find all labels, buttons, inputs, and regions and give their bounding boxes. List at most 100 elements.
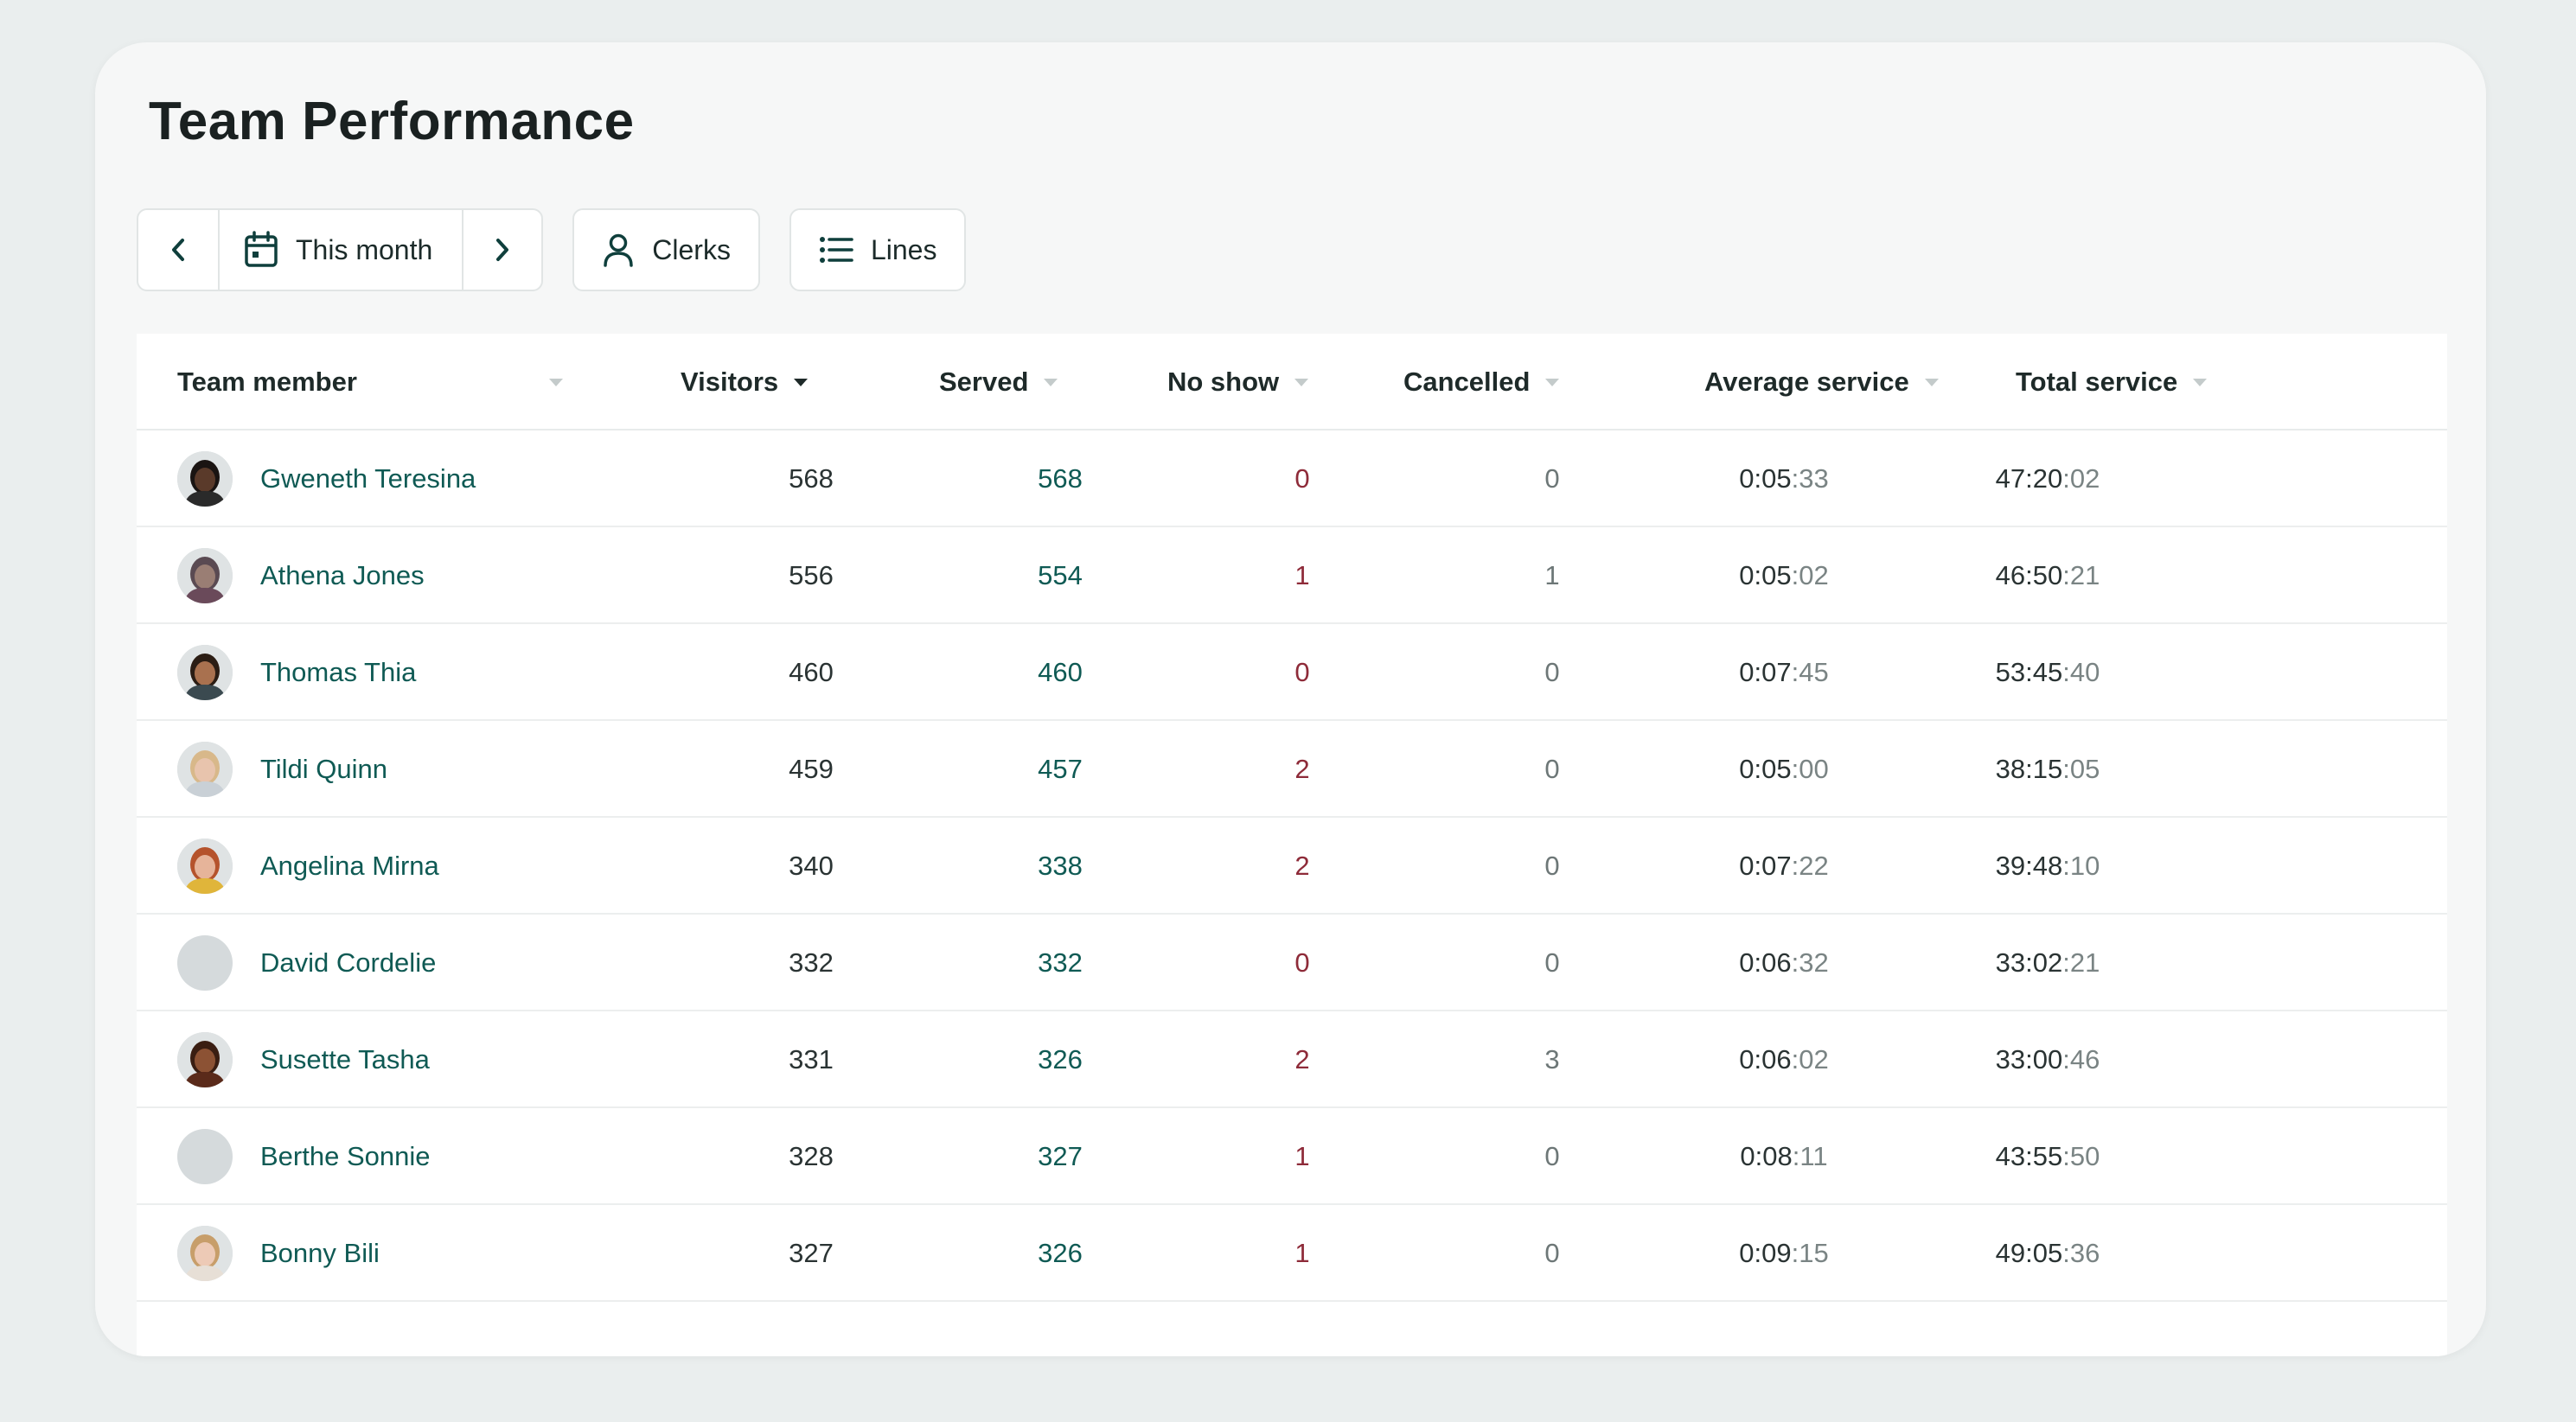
total-service-value: 39:48:10 [1931, 818, 2164, 915]
average-service-main: 0:09 [1739, 1238, 1792, 1268]
chevron-left-icon [169, 237, 188, 263]
team-member-name[interactable]: Angelina Mirna [260, 851, 439, 881]
lines-button[interactable]: Lines [791, 210, 965, 290]
avatar [177, 451, 233, 507]
cancelled-value: 3 [1544, 1044, 1560, 1074]
average-service-seconds: :02 [1791, 1044, 1829, 1074]
table-row[interactable]: Tildi Quinn 459 457 2 0 0:05:00 38:15:05 [137, 721, 2447, 818]
average-service-value: 0:06:02 [1667, 1011, 1901, 1108]
total-service-seconds: :40 [2062, 657, 2100, 687]
average-service-main: 0:07 [1739, 851, 1792, 881]
table-row[interactable]: Angelina Mirna 340 338 2 0 0:07:22 39:48:10 [137, 818, 2447, 915]
total-service-value: 43:55:50 [1931, 1108, 2164, 1205]
cancelled-value: 0 [1544, 851, 1560, 881]
total-service-main: 53:45 [1995, 657, 2063, 687]
cancelled-value: 0 [1544, 657, 1560, 687]
visitors-value: 460 [789, 657, 834, 687]
visitors-value: 328 [789, 1141, 834, 1171]
team-member-name[interactable]: Athena Jones [260, 560, 425, 590]
no-show-value: 0 [1294, 947, 1310, 978]
average-service-value: 0:05:33 [1667, 430, 1901, 527]
total-service-main: 39:48 [1995, 851, 2063, 881]
table-row[interactable]: Susette Tasha 331 326 2 3 0:06:02 33:00:46 [137, 1011, 2447, 1108]
sort-caret-icon [1924, 378, 1939, 386]
date-range-label: This month [296, 233, 433, 265]
column-header-total-service[interactable]: Total service [2016, 334, 2208, 430]
clerks-label: Clerks [652, 233, 731, 265]
performance-table: Team member Visitors Served No show Canc… [137, 334, 2447, 1356]
team-member-name[interactable]: David Cordelie [260, 947, 437, 978]
cancelled-value: 0 [1544, 1238, 1560, 1268]
person-icon [602, 233, 635, 267]
visitors-value: 327 [789, 1238, 834, 1268]
next-period-button[interactable] [462, 210, 541, 290]
team-member-name[interactable]: Gweneth Teresina [260, 463, 476, 494]
served-value: 327 [1038, 1141, 1083, 1171]
column-label: Cancelled [1403, 367, 1531, 397]
cancelled-value: 0 [1544, 947, 1560, 978]
total-service-seconds: :10 [2062, 851, 2100, 881]
list-icon [819, 235, 853, 265]
sort-caret-icon [794, 378, 809, 386]
average-service-seconds: :15 [1791, 1238, 1829, 1268]
column-header-average-service[interactable]: Average service [1704, 334, 1939, 430]
total-service-main: 43:55 [1995, 1141, 2063, 1171]
column-label: Total service [2016, 367, 2178, 397]
served-value: 332 [1038, 947, 1083, 978]
table-row[interactable]: Berthe Sonnie 328 327 1 0 0:08:11 43:55:50 [137, 1108, 2447, 1205]
column-header-team-member[interactable]: Team member [177, 334, 563, 430]
calendar-icon [244, 231, 278, 269]
column-label: Served [939, 367, 1029, 397]
table-row[interactable]: Gweneth Teresina 568 568 0 0 0:05:33 47:20:02 [137, 430, 2447, 527]
team-member-name[interactable]: Susette Tasha [260, 1044, 430, 1074]
table-row[interactable]: Thomas Thia 460 460 0 0 0:07:45 53:45:40 [137, 624, 2447, 721]
total-service-main: 38:15 [1995, 754, 2063, 784]
column-label: Average service [1704, 367, 1909, 397]
average-service-main: 0:05 [1739, 754, 1792, 784]
sort-caret-icon [1294, 378, 1309, 386]
average-service-value: 0:09:15 [1667, 1205, 1901, 1302]
sort-caret-icon [1044, 378, 1058, 386]
table-row[interactable]: Athena Jones 556 554 1 1 0:05:02 46:50:21 [137, 527, 2447, 624]
total-service-value: 46:50:21 [1931, 527, 2164, 624]
average-service-seconds: :00 [1791, 754, 1829, 784]
no-show-value: 2 [1294, 754, 1310, 784]
avatar [177, 742, 233, 797]
average-service-value: 0:07:22 [1667, 818, 1901, 915]
column-header-cancelled[interactable]: Cancelled [1403, 334, 1560, 430]
visitors-value: 331 [789, 1044, 834, 1074]
average-service-value: 0:06:32 [1667, 915, 1901, 1011]
served-value: 568 [1038, 463, 1083, 494]
table-row[interactable]: David Cordelie 332 332 0 0 0:06:32 33:02:21 [137, 915, 2447, 1011]
total-service-main: 33:00 [1995, 1044, 2063, 1074]
visitors-value: 340 [789, 851, 834, 881]
average-service-seconds: :32 [1791, 947, 1829, 978]
avatar [177, 548, 233, 603]
total-service-seconds: :21 [2062, 560, 2100, 590]
cancelled-value: 0 [1544, 754, 1560, 784]
column-header-served[interactable]: Served [939, 334, 1058, 430]
team-member-name[interactable]: Berthe Sonnie [260, 1141, 431, 1171]
toolbar: This month Clerks [137, 208, 967, 291]
clerks-button[interactable]: Clerks [574, 210, 758, 290]
average-service-value: 0:08:11 [1667, 1108, 1901, 1205]
column-header-visitors[interactable]: Visitors [681, 334, 809, 430]
team-member-name[interactable]: Thomas Thia [260, 657, 417, 687]
avatar [177, 1032, 233, 1087]
team-performance-card: Team Performance This month [95, 42, 2486, 1356]
column-header-no-show[interactable]: No show [1167, 334, 1309, 430]
team-member-name[interactable]: Tildi Quinn [260, 754, 388, 784]
date-range-button[interactable]: This month [218, 210, 462, 290]
sort-caret-icon [2193, 378, 2208, 386]
previous-period-button[interactable] [138, 210, 218, 290]
date-range-picker: This month [137, 208, 544, 291]
table-row[interactable]: Bonny Bili 327 326 1 0 0:09:15 49:05:36 [137, 1205, 2447, 1302]
total-service-main: 46:50 [1995, 560, 2063, 590]
avatar [177, 935, 233, 991]
total-service-seconds: :02 [2062, 463, 2100, 494]
avatar [177, 1129, 233, 1184]
average-service-main: 0:06 [1739, 1044, 1792, 1074]
total-service-value: 38:15:05 [1931, 721, 2164, 818]
clerks-filter: Clerks [572, 208, 760, 291]
team-member-name[interactable]: Bonny Bili [260, 1238, 380, 1268]
